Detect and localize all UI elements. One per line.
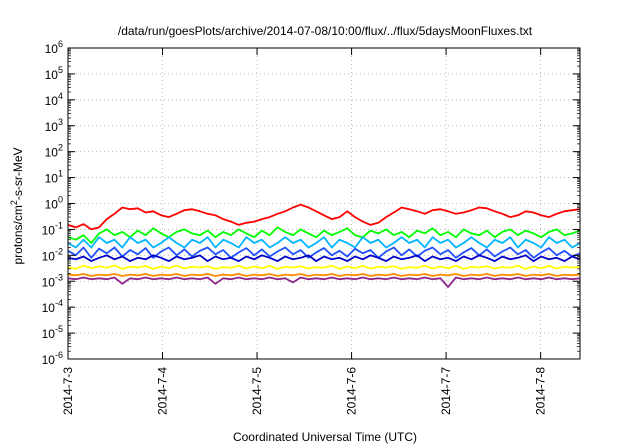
y-tick-base: 10	[45, 172, 59, 186]
y-tick-exponent: 2	[58, 143, 63, 153]
y-tick-label: 105	[45, 65, 63, 82]
y-tick-exponent: 5	[58, 65, 63, 75]
y-tick-base: 10	[42, 223, 56, 237]
y-label-prefix: protons/cm	[11, 205, 25, 264]
series-lines	[67, 203, 581, 288]
x-tick-label: 2014-7-3	[61, 367, 75, 415]
series-line-3	[67, 246, 581, 259]
y-tick-exponent: 4	[58, 91, 63, 101]
y-tick-label: 10-3	[42, 272, 63, 289]
y-tick-label: 103	[45, 117, 63, 134]
y-tick-exponent: -4	[55, 298, 63, 308]
y-tick-exponent: 1	[58, 169, 63, 179]
y-tick-label: 106	[45, 39, 63, 56]
y-tick-label: 100	[45, 195, 63, 212]
y-tick-label: 101	[45, 169, 63, 186]
x-tick-label: 2014-7-8	[534, 367, 548, 415]
y-tick-labels: 10-610-510-410-310-210-11001011021031041…	[42, 39, 63, 367]
y-tick-label: 10-1	[42, 220, 63, 237]
x-tick-label: 2014-7-7	[439, 367, 453, 415]
y-tick-base: 10	[42, 327, 56, 341]
series-line-6	[67, 273, 581, 277]
series-line-0	[67, 203, 581, 231]
y-tick-exponent: -2	[55, 246, 63, 256]
x-axis-label: Coordinated Universal Time (UTC)	[233, 430, 417, 444]
series-line-2	[67, 236, 581, 249]
x-tick-labels: 2014-7-3 2014-7-4 2014-7-5 2014-7-6 2014-7-7…	[61, 367, 548, 415]
series-line-4	[67, 254, 581, 262]
y-tick-exponent: 0	[58, 195, 63, 205]
plot-frame	[67, 47, 581, 360]
y-tick-label: 10-5	[42, 324, 63, 341]
y-tick-exponent: 6	[58, 39, 63, 49]
y-tick-exponent: -3	[55, 272, 63, 282]
y-tick-base: 10	[45, 42, 59, 56]
axes	[67, 47, 581, 360]
y-tick-label: 10-4	[42, 298, 63, 315]
x-tick-label: 2014-7-5	[250, 367, 264, 415]
y-tick-exponent: -1	[55, 220, 63, 230]
x-tick-label: 2014-7-6	[345, 367, 359, 415]
series-line-5	[67, 264, 581, 270]
y-tick-label: 102	[45, 143, 63, 160]
y-tick-base: 10	[42, 301, 56, 315]
y-label-sup: 2	[9, 200, 19, 205]
x-tick-label: 2014-7-4	[156, 367, 170, 415]
chart-title: /data/run/goesPlots/archive/2014-07-08/1…	[118, 24, 533, 38]
y-tick-base: 10	[42, 249, 56, 263]
y-tick-base: 10	[45, 120, 59, 134]
y-tick-base: 10	[45, 68, 59, 82]
y-tick-label: 104	[45, 91, 63, 108]
y-axis-label: protons/cm2-s-sr-MeV	[9, 147, 25, 264]
grid-lines	[68, 48, 580, 359]
y-tick-base: 10	[45, 94, 59, 108]
y-tick-exponent: -6	[55, 350, 63, 360]
y-tick-label: 10-6	[42, 350, 63, 367]
y-tick-exponent: -5	[55, 324, 63, 334]
y-tick-base: 10	[45, 146, 59, 160]
y-tick-exponent: 3	[58, 117, 63, 127]
series-line-1	[67, 226, 581, 244]
y-tick-base: 10	[42, 353, 56, 367]
y-tick-base: 10	[42, 275, 56, 289]
y-label-suffix: -s-sr-MeV	[11, 147, 25, 200]
series-line-7	[67, 276, 581, 288]
y-tick-label: 10-2	[42, 246, 63, 263]
y-tick-base: 10	[45, 198, 59, 212]
